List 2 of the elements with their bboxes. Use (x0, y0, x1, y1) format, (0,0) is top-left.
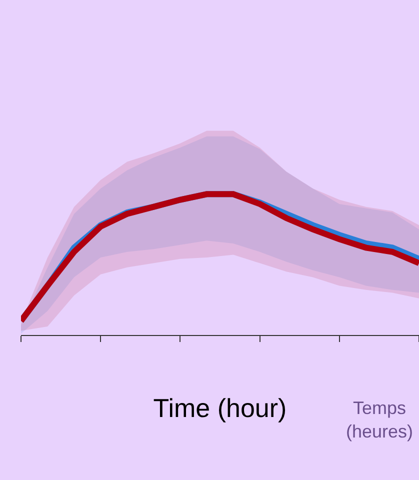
x-axis-title: Time (hour) (153, 393, 287, 424)
text: Temps (heures) (346, 398, 414, 442)
